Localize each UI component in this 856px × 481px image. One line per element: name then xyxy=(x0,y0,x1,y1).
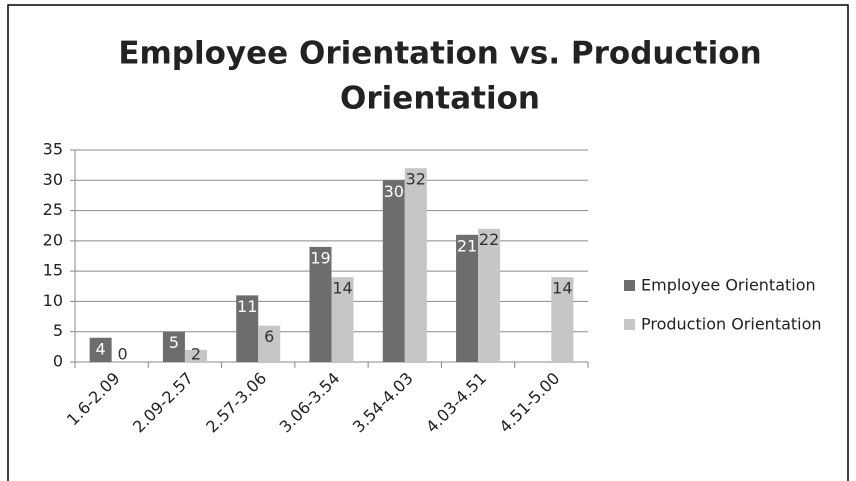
bar xyxy=(89,337,112,362)
data-label: 19 xyxy=(310,248,330,267)
bar xyxy=(382,180,405,362)
y-tick-label: 5 xyxy=(53,321,63,340)
data-label: 14 xyxy=(332,279,352,298)
bar xyxy=(162,331,185,362)
data-label: 30 xyxy=(384,182,404,201)
bar xyxy=(184,349,207,362)
bar xyxy=(236,295,259,362)
chart-title: Employee Orientation vs. Production xyxy=(118,36,761,72)
data-label: 0 xyxy=(118,345,128,364)
data-label: 14 xyxy=(552,279,572,298)
y-tick-label: 15 xyxy=(43,261,63,280)
legend-label: Employee Orientation xyxy=(641,276,816,295)
y-tick-label: 0 xyxy=(53,352,63,371)
chart-title: Orientation xyxy=(340,81,540,117)
bar xyxy=(456,234,479,362)
y-tick-label: 10 xyxy=(43,291,63,310)
bar xyxy=(258,325,281,362)
data-label: 22 xyxy=(479,230,499,249)
data-label: 4 xyxy=(96,339,106,358)
bar xyxy=(309,246,332,362)
data-label: 11 xyxy=(237,297,257,316)
bar xyxy=(551,277,574,362)
y-tick-label: 25 xyxy=(43,200,63,219)
data-label: 32 xyxy=(406,170,426,189)
legend-label: Production Orientation xyxy=(641,315,822,334)
data-label: 6 xyxy=(264,327,274,346)
chart-frame xyxy=(7,4,849,481)
data-label: 2 xyxy=(191,345,201,364)
bar xyxy=(478,228,501,362)
bar xyxy=(404,168,427,362)
legend-swatch xyxy=(624,280,635,291)
bar xyxy=(331,277,354,362)
y-tick-label: 20 xyxy=(43,230,63,249)
data-label: 5 xyxy=(169,333,179,352)
legend-swatch xyxy=(624,319,635,330)
y-tick-label: 35 xyxy=(43,140,63,159)
data-label: 21 xyxy=(457,236,477,255)
y-tick-label: 30 xyxy=(43,170,63,189)
